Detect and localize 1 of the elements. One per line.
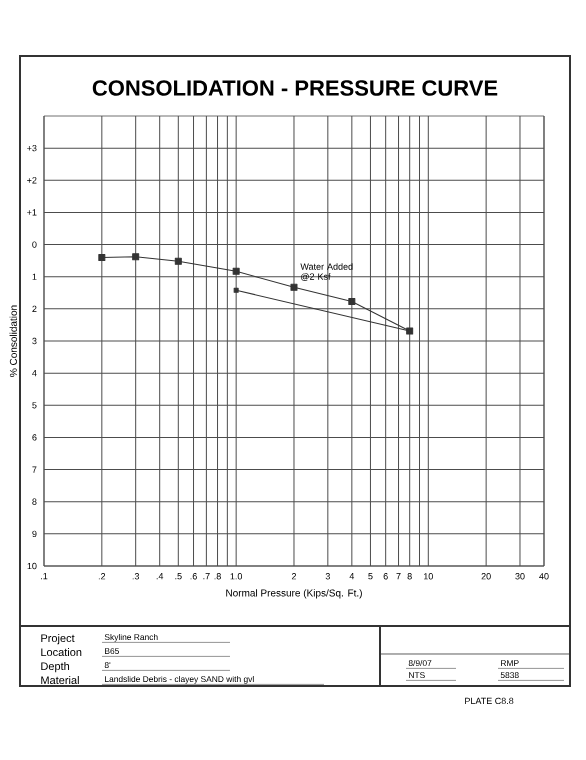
chart-title: CONSOLIDATION - PRESSURE CURVE [92, 80, 498, 96]
